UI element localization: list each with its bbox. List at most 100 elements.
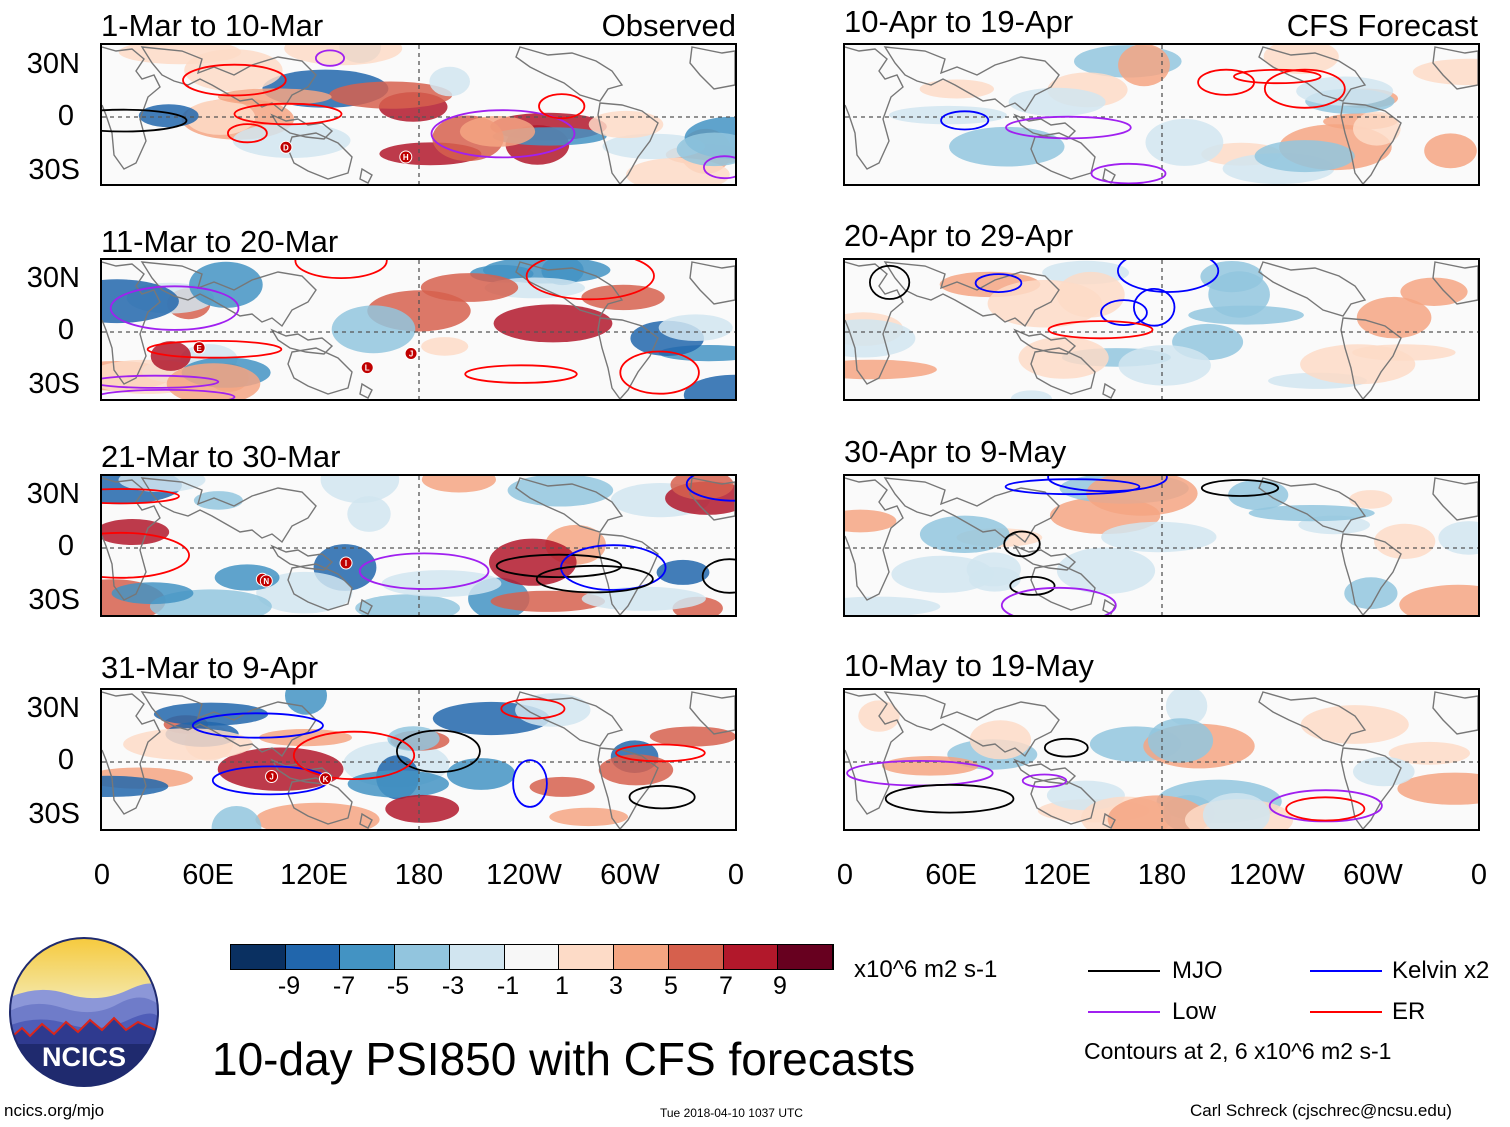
cool-anomaly-blob xyxy=(845,319,916,358)
lat-label-30s: 30S xyxy=(28,368,80,400)
coastline xyxy=(1432,691,1478,735)
warm-anomaly-blob xyxy=(490,590,605,612)
warm-anomaly-blob xyxy=(1412,58,1478,86)
coastline xyxy=(515,46,624,102)
colorbar-label: 1 xyxy=(555,972,569,1000)
cool-anomaly-blob xyxy=(102,279,179,324)
map-canvas: KJ xyxy=(102,690,735,829)
coastline xyxy=(883,691,1060,758)
er-contour xyxy=(102,531,190,579)
lon-label-60e: 60E xyxy=(925,859,977,891)
svg-text:L: L xyxy=(365,364,370,373)
mjo-contour xyxy=(1003,530,1041,558)
warm-anomaly-blob xyxy=(102,519,170,545)
coastline xyxy=(359,382,373,399)
kelvin-contour xyxy=(1117,260,1220,293)
coastline xyxy=(597,317,659,399)
lon-label-180: 180 xyxy=(1137,859,1187,891)
coastline xyxy=(515,691,624,747)
er-contour xyxy=(1047,320,1154,340)
legend-label-low: Low xyxy=(1172,998,1217,1025)
coastline xyxy=(1258,691,1367,747)
warm-anomaly-blob xyxy=(581,284,665,311)
svg-text:N: N xyxy=(263,577,269,586)
cool-anomaly-blob xyxy=(211,806,262,829)
warm-anomaly-blob xyxy=(588,110,664,139)
logo-text: NCICS xyxy=(42,1042,126,1072)
low-contour xyxy=(703,155,735,180)
lon-label-0: 0 xyxy=(836,859,854,891)
low-contour xyxy=(102,389,236,399)
kelvin-contour xyxy=(1004,478,1141,496)
legend-line-kelvin xyxy=(1310,970,1382,972)
mjo-contour xyxy=(395,729,481,773)
warm-anomaly-blob xyxy=(385,794,460,823)
cool-anomaly-blob xyxy=(153,702,269,726)
cool-anomaly-blob xyxy=(232,123,351,158)
cool-anomaly-blob xyxy=(656,559,710,585)
warm-anomaly-blob xyxy=(421,337,469,356)
low-contour xyxy=(1021,773,1068,789)
coastline xyxy=(1340,102,1402,184)
coastline xyxy=(359,812,373,829)
warm-anomaly-blob xyxy=(1388,741,1470,765)
warm-anomaly-blob xyxy=(1300,344,1416,385)
coastline xyxy=(140,691,317,758)
cool-anomaly-blob xyxy=(138,104,199,128)
low-contour xyxy=(1090,162,1167,184)
lon-label-120e: 120E xyxy=(280,859,348,891)
colorbar-cell xyxy=(285,945,341,969)
warm-anomaly-blob xyxy=(987,279,1103,328)
coastline xyxy=(140,46,317,113)
mjo-contour xyxy=(701,558,735,594)
map-panel-right-4 xyxy=(843,688,1480,831)
coastline xyxy=(597,102,659,184)
panel-title-left-3: 21-Mar to 30-Mar xyxy=(101,439,341,474)
main-title: 10-day PSI850 with CFS forecasts xyxy=(212,1033,916,1085)
coastline xyxy=(1340,747,1402,829)
storm-marker: J xyxy=(265,769,279,783)
coastline xyxy=(102,46,161,170)
cool-anomaly-blob xyxy=(507,476,614,507)
warm-anomaly-blob xyxy=(881,756,979,776)
er-contour xyxy=(182,63,287,97)
mjo-contour xyxy=(495,553,623,579)
mjo-contour xyxy=(628,784,696,810)
footer-author[interactable]: Carl Schreck (cjschrec@ncsu.edu) xyxy=(1190,1101,1452,1120)
panel-title-left-4: 31-Mar to 9-Apr xyxy=(101,650,319,685)
cool-anomaly-blob xyxy=(1188,305,1304,325)
colorbar-label: 3 xyxy=(609,972,623,1000)
warm-anomaly-blob xyxy=(420,273,519,302)
cool-anomaly-blob xyxy=(256,571,353,614)
map-canvas: DH xyxy=(102,45,735,184)
coastline xyxy=(270,758,334,785)
warm-anomaly-blob xyxy=(217,88,332,106)
legend-label-mjo: MJO xyxy=(1172,957,1223,984)
coastline xyxy=(1432,46,1478,90)
coastline xyxy=(359,598,373,615)
lon-label-0-end: 0 xyxy=(727,859,745,891)
storm-marker: N xyxy=(259,574,273,588)
storm-marker: H xyxy=(399,150,413,164)
warm-anomaly-blob xyxy=(1107,795,1208,829)
warm-anomaly-blob xyxy=(1400,277,1468,306)
coastline xyxy=(287,347,353,395)
cool-anomaly-blob xyxy=(1145,118,1224,166)
cool-anomaly-blob xyxy=(355,594,460,615)
cool-anomaly-blob xyxy=(845,596,941,615)
svg-text:D: D xyxy=(283,143,289,152)
coastline xyxy=(140,477,317,544)
warm-anomaly-blob xyxy=(1397,772,1478,805)
warm-anomaly-blob xyxy=(549,807,629,827)
storm-marker: K xyxy=(319,772,333,786)
coastline xyxy=(140,261,317,328)
coastline xyxy=(1432,477,1478,521)
colorbar-label: 7 xyxy=(719,972,733,1000)
er-contour xyxy=(226,123,268,144)
mjo-contour xyxy=(868,264,911,300)
warm-anomaly-blob xyxy=(421,476,496,493)
low-contour xyxy=(102,374,220,389)
lat-label-30n: 30N xyxy=(26,262,80,294)
footer-url[interactable]: ncics.org/mjo xyxy=(4,1101,105,1120)
panel-title-right-4: 10-May to 19-May xyxy=(844,648,1094,683)
